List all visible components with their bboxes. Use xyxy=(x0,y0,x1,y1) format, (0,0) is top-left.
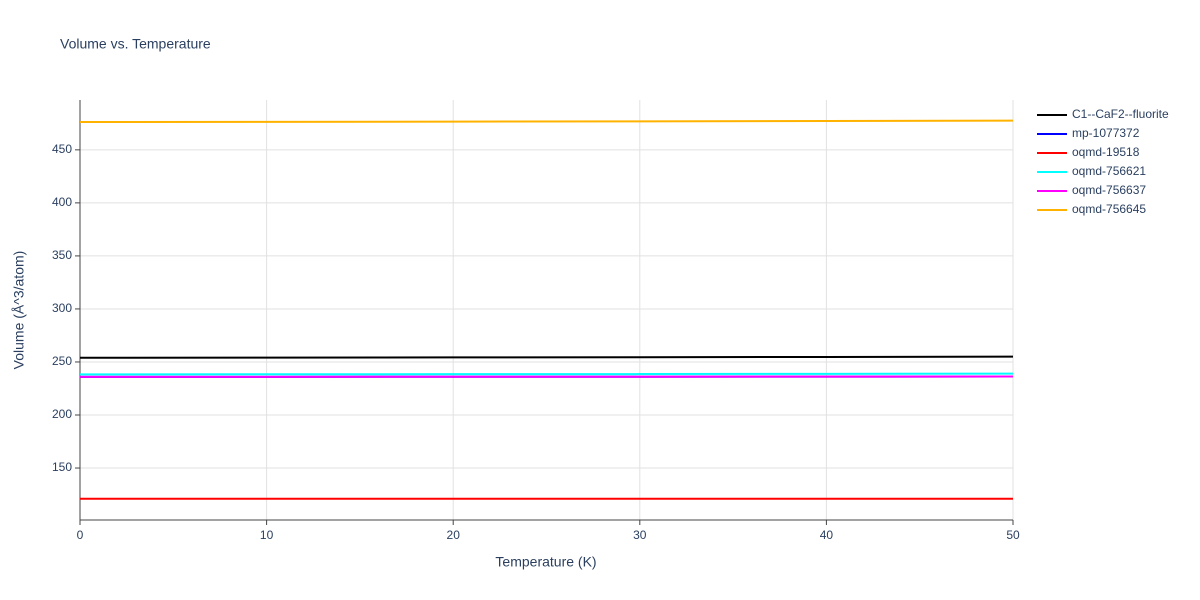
legend-label: oqmd-756645 xyxy=(1072,202,1146,216)
y-axis-title: Volume (Å^3/atom) xyxy=(11,251,27,370)
legend-label: mp-1077372 xyxy=(1072,126,1140,140)
legend-label: oqmd-756637 xyxy=(1072,183,1146,197)
legend-label: C1--CaF2--fluorite xyxy=(1072,107,1169,121)
x-tick-label: 0 xyxy=(77,528,84,542)
y-tick-label: 200 xyxy=(52,407,72,421)
legend-label: oqmd-19518 xyxy=(1072,145,1140,159)
y-tick-label: 250 xyxy=(52,354,72,368)
series-line xyxy=(79,355,1014,359)
x-axis-title: Temperature (K) xyxy=(495,554,596,570)
series-line xyxy=(79,119,1014,124)
x-tick-label: 10 xyxy=(260,528,274,542)
y-tick-label: 300 xyxy=(52,301,72,315)
x-tick-label: 50 xyxy=(1006,528,1020,542)
legend-label: oqmd-756621 xyxy=(1072,164,1146,178)
x-tick-label: 30 xyxy=(633,528,647,542)
series-line xyxy=(79,372,1014,376)
y-tick-label: 150 xyxy=(52,460,72,474)
y-tick-label: 450 xyxy=(52,142,72,156)
y-tick-label: 400 xyxy=(52,195,72,209)
chart-title: Volume vs. Temperature xyxy=(60,36,211,52)
x-tick-label: 20 xyxy=(447,528,461,542)
y-tick-label: 350 xyxy=(52,248,72,262)
x-tick-label: 40 xyxy=(820,528,834,542)
